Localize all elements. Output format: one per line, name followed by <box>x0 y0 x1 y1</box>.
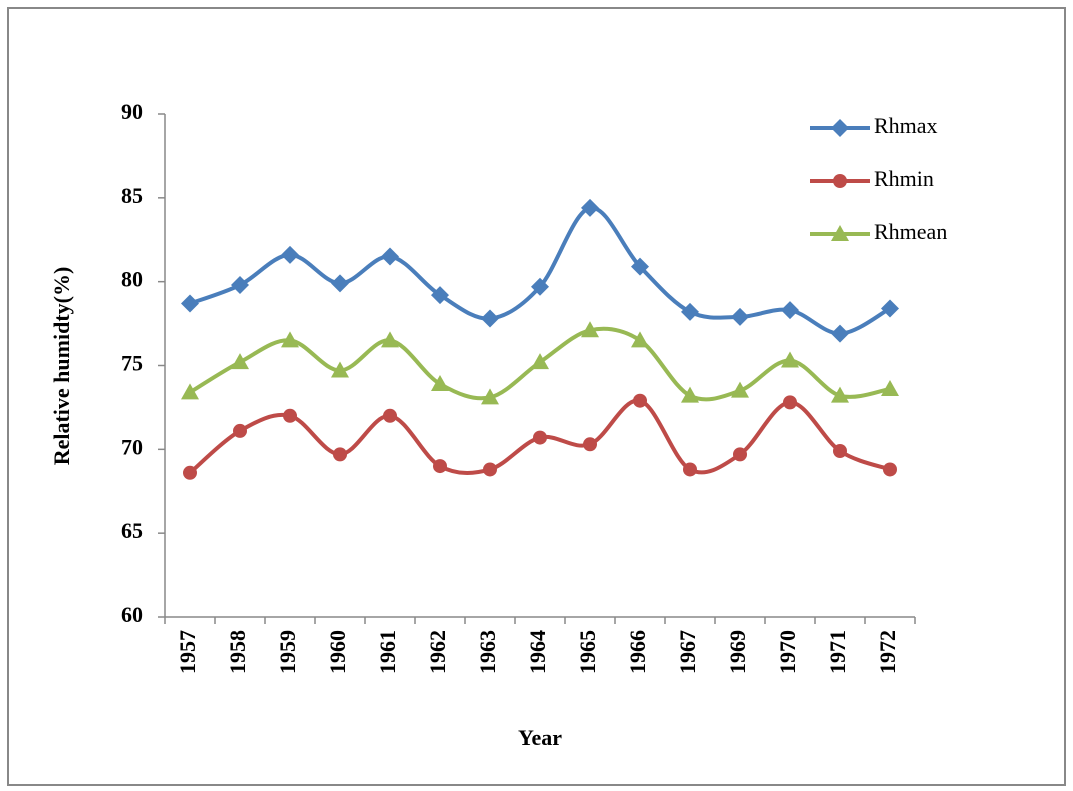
x-tick-label: 1970 <box>775 630 800 674</box>
data-point <box>333 447 347 462</box>
x-tick-label: 1965 <box>575 630 600 674</box>
legend-label: Rhmean <box>874 219 947 244</box>
y-tick-label: 70 <box>121 434 143 459</box>
x-tick-label: 1960 <box>325 630 350 674</box>
data-point <box>731 381 749 398</box>
data-point <box>183 465 197 480</box>
x-tick-label: 1967 <box>675 630 700 674</box>
x-tick-label: 1972 <box>875 630 900 674</box>
y-tick-label: 85 <box>121 183 143 208</box>
data-point <box>581 321 599 338</box>
data-point <box>781 301 799 320</box>
x-axis-title: Year <box>518 725 562 750</box>
data-point <box>531 277 549 296</box>
data-point <box>581 198 599 217</box>
data-point <box>181 294 199 313</box>
y-tick-label: 65 <box>121 518 143 543</box>
data-point <box>681 386 699 403</box>
data-point <box>631 331 649 348</box>
x-tick-label: 1957 <box>175 630 200 674</box>
data-point <box>583 437 597 452</box>
data-point <box>381 247 399 266</box>
data-point <box>783 395 797 410</box>
x-tick-label: 1961 <box>375 630 400 674</box>
data-point <box>331 274 349 293</box>
data-point <box>883 462 897 477</box>
data-point <box>231 276 249 295</box>
data-point <box>383 408 397 423</box>
x-tick-label: 1966 <box>625 630 650 674</box>
data-point <box>681 302 699 321</box>
x-tick-label: 1959 <box>275 630 300 674</box>
data-point <box>881 299 899 318</box>
y-tick-label: 60 <box>121 602 143 627</box>
legend-label: Rhmin <box>874 166 934 191</box>
data-point <box>533 430 547 445</box>
data-point <box>281 245 299 264</box>
data-point <box>881 379 899 396</box>
legend-marker <box>833 174 847 188</box>
y-tick-label: 90 <box>121 99 143 124</box>
data-point <box>181 383 199 400</box>
data-point <box>683 462 697 477</box>
data-point <box>531 353 549 370</box>
data-point <box>233 423 247 438</box>
data-point <box>731 307 749 326</box>
x-tick-label: 1969 <box>725 630 750 674</box>
x-tick-label: 1962 <box>425 630 450 674</box>
data-point <box>431 286 449 305</box>
data-point <box>483 462 497 477</box>
y-axis-title: Relative humidty(%) <box>49 267 74 466</box>
data-point <box>481 309 499 328</box>
data-point <box>281 331 299 348</box>
data-point <box>433 459 447 474</box>
x-tick-label: 1963 <box>475 630 500 674</box>
legend-marker <box>831 119 849 137</box>
x-tick-label: 1964 <box>525 630 550 674</box>
data-point <box>283 408 297 423</box>
x-tick-label: 1958 <box>225 630 250 674</box>
data-point <box>381 331 399 348</box>
data-point <box>833 444 847 459</box>
x-tick-label: 1971 <box>825 630 850 674</box>
y-tick-label: 80 <box>121 267 143 292</box>
data-point <box>231 353 249 370</box>
data-point <box>481 388 499 405</box>
legend-label: Rhmax <box>874 113 938 138</box>
data-point <box>431 374 449 391</box>
legend-marker <box>831 225 849 241</box>
data-point <box>733 447 747 462</box>
data-point <box>781 351 799 368</box>
data-point <box>331 361 349 378</box>
y-tick-label: 75 <box>121 351 143 376</box>
data-point <box>831 386 849 403</box>
data-point <box>831 324 849 343</box>
data-point <box>631 257 649 276</box>
data-point <box>633 393 647 408</box>
